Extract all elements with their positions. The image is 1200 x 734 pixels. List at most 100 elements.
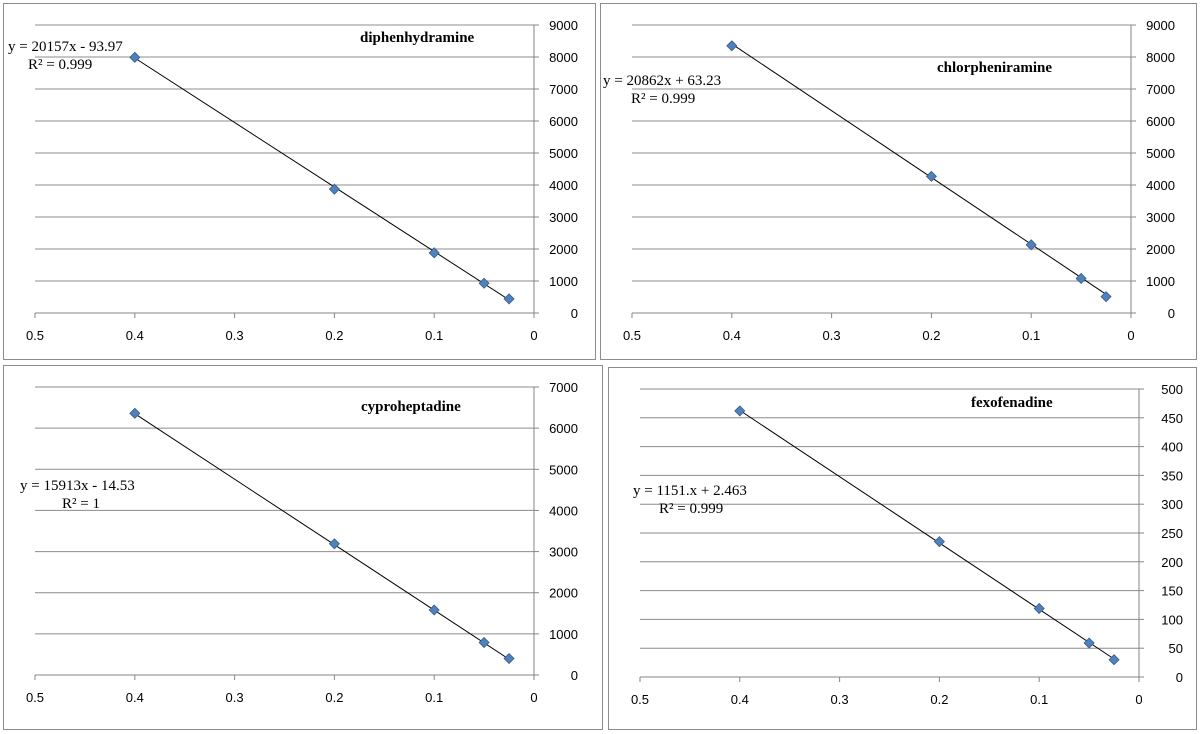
data-point [428, 604, 440, 616]
y-tick-label: 1000 [549, 274, 578, 289]
data-point [1025, 239, 1037, 251]
y-tick-label: 6000 [549, 421, 578, 436]
chart-panel-fexofenadine: 0 50 100 150 200 250 300 350 400 450 500 0.5 0.4 0.3 0… [608, 367, 1197, 730]
chart-panel-cyproheptadine: 0 1000 2000 3000 4000 5000 6000 7000 0.5 0.4 0.3 0.… [3, 365, 603, 730]
x-tick-label: 0.1 [425, 328, 443, 343]
x-tick-label: 0 [530, 328, 537, 343]
y-tick-label: 0 [1176, 670, 1183, 685]
r-squared-text: R² = 0.999 [631, 91, 696, 107]
x-tick-label: 0.5 [26, 690, 44, 705]
x-tick-label: 0 [530, 690, 537, 705]
trendline-equation: y = 15913x - 14.53 R² = 1 [20, 477, 135, 513]
y-tick-label: 5000 [549, 462, 578, 477]
y-tick-label: 0 [571, 306, 578, 321]
trendline-equation: y = 20862x + 63.23 R² = 0.999 [603, 72, 721, 108]
y-tick-label: 7000 [1146, 82, 1175, 97]
data-point [328, 538, 340, 550]
data-point [328, 183, 340, 195]
data-point [1108, 654, 1120, 666]
x-tick-label: 0.3 [823, 328, 841, 343]
data-point [1033, 602, 1045, 615]
data-point [1083, 637, 1095, 649]
x-tick-label: 0.3 [831, 692, 849, 707]
y-tick-label: 300 [1161, 497, 1183, 512]
data-point [129, 51, 141, 63]
chart-title: chlorpheniramine [937, 60, 1052, 76]
plot-area: 0 1000 2000 3000 4000 5000 6000 7000 0.5 0.4 0.3 0.… [26, 380, 578, 705]
data-point [1075, 272, 1087, 285]
x-tick-label: 0.5 [26, 328, 44, 343]
y-tick-label: 100 [1161, 612, 1183, 627]
chart-title: diphenhydramine [360, 30, 475, 46]
x-tick-label: 0.2 [930, 692, 948, 707]
x-tick-label: 0 [1127, 328, 1134, 343]
y-tick-label: 5000 [1146, 146, 1175, 161]
y-tick-label: 3000 [1146, 210, 1175, 225]
x-tick-label: 0.3 [226, 328, 244, 343]
trendline-equation: y = 20157x - 93.97 R² = 0.999 [8, 38, 123, 74]
data-point [129, 407, 141, 419]
data-point [478, 277, 490, 289]
y-tick-label: 7000 [549, 82, 578, 97]
y-tick-label: 8000 [549, 50, 578, 65]
y-tick-label: 8000 [1146, 50, 1175, 65]
y-tick-label: 150 [1161, 584, 1183, 599]
data-point [478, 636, 490, 649]
y-tick-label: 450 [1161, 411, 1183, 426]
chart-panel-chlorpheniramine: 0 1000 2000 3000 4000 5000 6000 7000 8000 9000 0.5… [600, 3, 1197, 360]
data-point [726, 40, 738, 52]
x-tick-label: 0.1 [425, 690, 443, 705]
r-squared-text: R² = 1 [62, 496, 100, 512]
y-tick-label: 200 [1161, 555, 1183, 570]
data-point [428, 247, 440, 259]
x-tick-label: 0.1 [1030, 692, 1048, 707]
data-point [933, 536, 945, 548]
x-tick-label: 0.5 [623, 328, 641, 343]
x-tick-label: 0.2 [922, 328, 940, 343]
y-tick-label: 1000 [1146, 274, 1175, 289]
y-tick-label: 9000 [549, 18, 578, 33]
y-tick-label: 0 [1168, 306, 1175, 321]
chart-panel-diphenhydramine: 0 1000 2000 3000 4000 5000 6000 7000 8000 9000 0.5… [3, 3, 596, 360]
chart-title: fexofenadine [971, 395, 1053, 411]
data-point [925, 170, 937, 182]
equation-text: y = 15913x - 14.53 [20, 478, 135, 494]
data-point [1100, 291, 1112, 303]
plot-area: 0 1000 2000 3000 4000 5000 6000 7000 8000 9000 0.5… [26, 18, 578, 343]
y-tick-label: 6000 [1146, 114, 1175, 129]
y-tick-label: 400 [1161, 440, 1183, 455]
y-tick-label: 0 [571, 668, 578, 683]
x-tick-label: 0.1 [1022, 328, 1040, 343]
plot-area: 0 1000 2000 3000 4000 5000 6000 7000 8000 9000 0.5… [623, 18, 1175, 343]
y-tick-label: 500 [1161, 382, 1183, 397]
x-tick-label: 0.2 [325, 328, 343, 343]
trendline [134, 413, 510, 660]
r-squared-text: R² = 0.999 [28, 57, 93, 73]
y-tick-label: 7000 [549, 380, 578, 395]
y-tick-label: 5000 [549, 146, 578, 161]
y-tick-label: 4000 [1146, 178, 1175, 193]
y-tick-label: 4000 [549, 503, 578, 518]
trendline [739, 409, 1115, 660]
x-tick-label: 0.3 [226, 690, 244, 705]
chart-title: cyproheptadine [361, 399, 461, 415]
trendline [731, 43, 1107, 295]
equation-text: y = 1151.x + 2.463 [633, 483, 747, 499]
y-tick-label: 250 [1161, 526, 1183, 541]
x-tick-label: 0.4 [723, 328, 741, 343]
equation-text: y = 20157x - 93.97 [8, 39, 123, 55]
y-tick-label: 2000 [549, 242, 578, 257]
y-tick-label: 4000 [549, 178, 578, 193]
data-point [734, 405, 746, 417]
x-tick-label: 0.5 [631, 692, 649, 707]
y-tick-label: 50 [1169, 641, 1183, 656]
trendline-equation: y = 1151.x + 2.463 R² = 0.999 [633, 482, 747, 518]
y-tick-label: 6000 [549, 114, 578, 129]
x-tick-label: 0.2 [325, 690, 343, 705]
y-tick-label: 350 [1161, 468, 1183, 483]
data-point [503, 652, 515, 665]
y-tick-label: 1000 [549, 627, 578, 642]
y-tick-label: 3000 [549, 545, 578, 560]
x-tick-label: 0 [1135, 692, 1142, 707]
y-tick-label: 2000 [549, 586, 578, 601]
